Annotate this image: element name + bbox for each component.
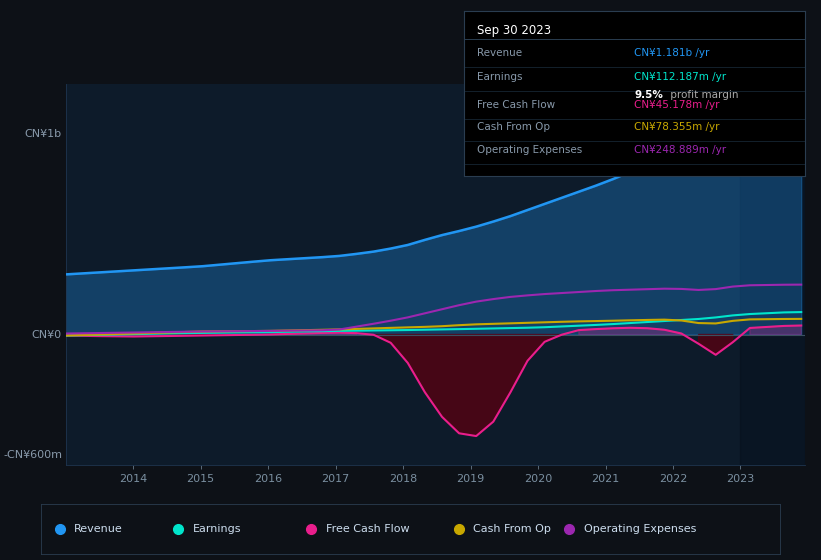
Text: Cash From Op: Cash From Op [478, 122, 551, 132]
Text: CN¥45.178m /yr: CN¥45.178m /yr [635, 100, 720, 110]
Text: Sep 30 2023: Sep 30 2023 [478, 25, 552, 38]
Text: Operating Expenses: Operating Expenses [478, 145, 583, 155]
Text: Earnings: Earnings [478, 72, 523, 82]
Text: Revenue: Revenue [478, 48, 523, 58]
Text: Revenue: Revenue [75, 524, 123, 534]
Text: CN¥78.355m /yr: CN¥78.355m /yr [635, 122, 720, 132]
Text: Cash From Op: Cash From Op [474, 524, 551, 534]
Text: profit margin: profit margin [667, 91, 738, 100]
Text: -CN¥600m: -CN¥600m [3, 450, 62, 460]
Text: CN¥1b: CN¥1b [25, 129, 62, 139]
Text: Earnings: Earnings [193, 524, 241, 534]
Text: CN¥1.181b /yr: CN¥1.181b /yr [635, 48, 709, 58]
Text: CN¥112.187m /yr: CN¥112.187m /yr [635, 72, 727, 82]
Text: Operating Expenses: Operating Expenses [585, 524, 696, 534]
Text: CN¥0: CN¥0 [32, 329, 62, 339]
Text: Free Cash Flow: Free Cash Flow [325, 524, 409, 534]
Bar [741, 84, 805, 465]
Text: 9.5%: 9.5% [635, 91, 663, 100]
Text: CN¥248.889m /yr: CN¥248.889m /yr [635, 145, 727, 155]
Text: Free Cash Flow: Free Cash Flow [478, 100, 556, 110]
